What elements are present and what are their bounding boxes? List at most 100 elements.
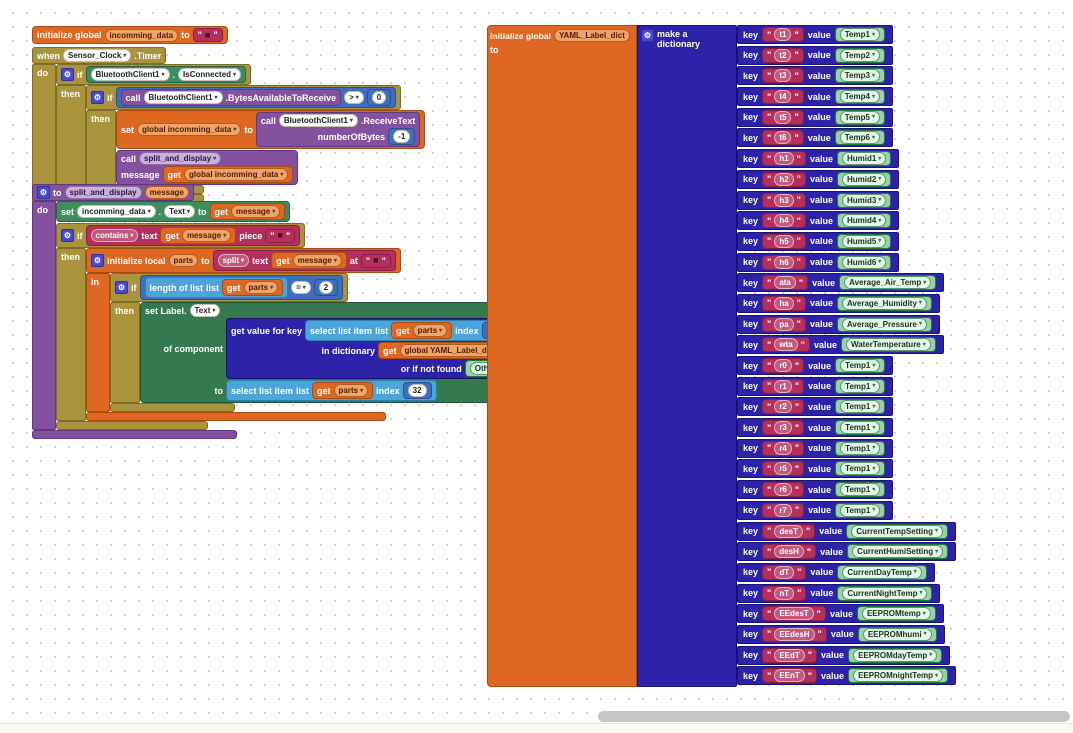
dict-pair-row-h6[interactable]: key " h6 " value Humid6 ▾ bbox=[737, 252, 900, 272]
dict-pair-row-h3[interactable]: key " h3 " value Humid3 ▾ bbox=[737, 190, 900, 210]
text-block-key[interactable]: " t3 " bbox=[762, 68, 804, 84]
dict-pair-row-t3[interactable]: key " t3 " value Temp3 ▾ bbox=[737, 66, 893, 86]
component-block-value[interactable]: Humid3 ▾ bbox=[836, 192, 892, 208]
text-block-key[interactable]: " r4 " bbox=[762, 440, 805, 456]
key-field[interactable]: wta bbox=[774, 338, 798, 352]
component-block-value[interactable]: Temp1 ▾ bbox=[835, 420, 886, 436]
field-isconnected[interactable]: IsConnected ▾ bbox=[178, 68, 242, 81]
key-field[interactable]: h5 bbox=[774, 234, 794, 248]
block-init-global-incomming-data[interactable]: initialize global incomming_data to " ■ … bbox=[32, 26, 228, 44]
component-block-value[interactable]: EEPROMnightTemp ▾ bbox=[848, 668, 949, 684]
text-block-key[interactable]: " r5 " bbox=[762, 461, 805, 477]
text-block-delimiter[interactable]: " ■ " bbox=[360, 253, 391, 268]
field-sensor-clock[interactable]: Sensor_Clock ▾ bbox=[63, 49, 132, 62]
component-block-value[interactable]: CurrentHumiSetting ▾ bbox=[847, 544, 949, 560]
field-proc-name[interactable]: split_and_display bbox=[64, 186, 142, 199]
hscrollbar-track[interactable] bbox=[0, 711, 1073, 723]
field-compare-op[interactable]: > ▾ bbox=[344, 91, 364, 104]
component-block-value[interactable]: EEPROMdayTemp ▾ bbox=[848, 647, 943, 663]
dict-pair-row-r6[interactable]: key " r6 " value Temp1 ▾ bbox=[737, 480, 894, 500]
field-bluetoothclient1[interactable]: BluetoothClient1 ▾ bbox=[278, 114, 358, 127]
block-set-global-incomming-data[interactable]: set global incomming_data ▾ to call Bluet… bbox=[116, 110, 426, 149]
mutator-gear-icon[interactable]: ⚙ bbox=[91, 91, 104, 104]
field-incomming-data[interactable]: incomming_data bbox=[104, 28, 179, 42]
key-field[interactable]: EEdesH bbox=[774, 627, 815, 641]
component-block-value[interactable]: Humid2 ▾ bbox=[836, 171, 892, 187]
component-block-value[interactable]: Humid5 ▾ bbox=[836, 233, 892, 249]
key-field[interactable]: EEnT bbox=[774, 669, 805, 683]
key-field[interactable]: t6 bbox=[774, 131, 792, 145]
dict-pair-row-pa[interactable]: key " pa " value Average_Pressure ▾ bbox=[737, 314, 940, 334]
dict-pair-row-ha[interactable]: key " ha " value Average_Humidity ▾ bbox=[737, 293, 940, 313]
component-block-value[interactable]: Temp1 ▾ bbox=[835, 378, 886, 394]
component-block-value[interactable]: Average_Air_Temp ▾ bbox=[839, 275, 937, 291]
dict-pair-row-wta[interactable]: key " wta " value WaterTemperature ▾ bbox=[737, 335, 944, 355]
component-block-value[interactable]: CurrentDayTemp ▾ bbox=[837, 564, 927, 580]
text-block-key[interactable]: " EEdesT " bbox=[762, 606, 826, 622]
text-block-key[interactable]: " t6 " bbox=[762, 130, 804, 146]
key-field[interactable]: pa bbox=[774, 317, 794, 331]
field-text-prop[interactable]: Text ▾ bbox=[164, 205, 195, 218]
key-field[interactable]: t4 bbox=[774, 90, 792, 104]
text-block-key[interactable]: " EEdT " bbox=[762, 647, 818, 663]
dict-pair-row-h4[interactable]: key " h4 " value Humid4 ▾ bbox=[737, 211, 900, 231]
component-block-value[interactable]: Temp4 ▾ bbox=[834, 89, 885, 105]
component-block-value[interactable]: WaterTemperature ▾ bbox=[840, 337, 936, 353]
dict-pair-row-r0[interactable]: key " r0 " value Temp1 ▾ bbox=[737, 356, 894, 375]
dict-pair-row-r7[interactable]: key " r7 " value Temp1 ▾ bbox=[737, 500, 894, 520]
block-number-2[interactable]: 2 bbox=[313, 279, 339, 296]
key-field[interactable]: h2 bbox=[774, 172, 794, 186]
key-field[interactable]: t3 bbox=[774, 69, 792, 83]
component-block-value[interactable]: Temp3 ▾ bbox=[834, 68, 885, 84]
block-if-isconnected[interactable]: ⚙ if BluetoothClient1 ▾ . IsConnected ▾ th… bbox=[56, 64, 426, 203]
dict-pair-row-ata[interactable]: key " ata " value Average_Air_Temp ▾ bbox=[737, 273, 945, 293]
component-block-value[interactable]: Temp1 ▾ bbox=[835, 440, 886, 456]
component-block-value[interactable]: Humid6 ▾ bbox=[836, 254, 892, 270]
field-parts[interactable]: parts bbox=[168, 254, 199, 267]
text-block-key[interactable]: " r0 " bbox=[762, 358, 805, 373]
field-global-incomming-data[interactable]: global incomming_data ▾ bbox=[137, 123, 242, 136]
block-get-message[interactable]: get message ▾ bbox=[160, 227, 237, 244]
text-block-key[interactable]: " h3 " bbox=[762, 192, 806, 208]
block-make-a-dictionary[interactable]: ⚙ make a dictionary bbox=[637, 25, 737, 687]
when-header[interactable]: when Sensor_Clock ▾ .Timer bbox=[32, 47, 167, 64]
dict-pair-row-EEdesH[interactable]: key " EEdesH " value EEPROMhumi ▾ bbox=[737, 624, 945, 644]
text-block-key[interactable]: " pa " bbox=[762, 316, 806, 332]
block-call-bytes-available[interactable]: call BluetoothClient1 ▾ .BytesAvailableTo… bbox=[120, 89, 342, 106]
field-incomming-data[interactable]: incomming_data ▾ bbox=[77, 205, 156, 218]
field-bluetoothclient1[interactable]: BluetoothClient1 ▾ bbox=[90, 68, 170, 81]
text-block-key[interactable]: " wta " bbox=[762, 337, 810, 353]
field-split-op[interactable]: split ▾ bbox=[217, 254, 250, 267]
dict-pair-row-r3[interactable]: key " r3 " value Temp1 ▾ bbox=[737, 418, 894, 438]
block-get-parts[interactable]: get parts ▾ bbox=[391, 322, 453, 339]
dict-pair-row-t6[interactable]: key " t6 " value Temp6 ▾ bbox=[737, 128, 893, 148]
dict-pair-row-t1[interactable]: key " t1 " value Temp1 ▾ bbox=[737, 25, 893, 44]
key-field[interactable]: ha bbox=[774, 296, 794, 310]
key-field[interactable]: h6 bbox=[774, 255, 794, 269]
block-proc-split-and-display[interactable]: ⚙ to split_and_display message do set in… bbox=[32, 184, 522, 439]
text-block-key[interactable]: " r6 " bbox=[762, 482, 805, 498]
text-block-key[interactable]: " h4 " bbox=[762, 213, 806, 229]
text-block-key[interactable]: " h5 " bbox=[762, 233, 806, 249]
component-block-value[interactable]: Temp1 ▾ bbox=[835, 461, 886, 477]
dict-pair-row-r1[interactable]: key " r1 " value Temp1 ▾ bbox=[737, 376, 894, 396]
block-compare-equal[interactable]: length of list list get parts ▾ bbox=[139, 275, 344, 300]
text-block-key[interactable]: " desT " bbox=[762, 523, 816, 539]
text-block-delimiter[interactable]: " ■ " bbox=[192, 28, 223, 42]
dict-pair-row-EEdesT[interactable]: key " EEdesT " value EEPROMtemp ▾ bbox=[737, 604, 944, 624]
key-field[interactable]: t5 bbox=[774, 110, 792, 124]
key-field[interactable]: h1 bbox=[774, 152, 794, 166]
block-init-local-parts[interactable]: ⚙ initialize local parts to split ▾ text bbox=[86, 248, 522, 421]
text-block-key[interactable]: " t5 " bbox=[762, 109, 804, 125]
block-get-message[interactable]: get message ▾ bbox=[209, 203, 286, 220]
mutator-gear-icon[interactable]: ⚙ bbox=[61, 68, 74, 81]
component-block-value[interactable]: Temp1 ▾ bbox=[835, 358, 886, 373]
field-equals-op[interactable]: = ▾ bbox=[291, 281, 311, 294]
component-block-value[interactable]: Temp1 ▾ bbox=[834, 27, 885, 42]
dict-pair-row-r4[interactable]: key " r4 " value Temp1 ▾ bbox=[737, 438, 894, 458]
key-field[interactable]: EEdT bbox=[774, 648, 805, 662]
block-set-incomming-data-text[interactable]: set incomming_data ▾ . Text ▾ to get messa… bbox=[56, 201, 291, 222]
block-compare-greater[interactable]: call BluetoothClient1 ▾ .BytesAvailableTo… bbox=[115, 87, 397, 108]
dict-pair-row-EEdT[interactable]: key " EEdT " value EEPROMdayTemp ▾ bbox=[737, 645, 951, 665]
block-get-yaml-label-dict[interactable]: get global YAML_Label_dict▾ bbox=[378, 342, 512, 359]
